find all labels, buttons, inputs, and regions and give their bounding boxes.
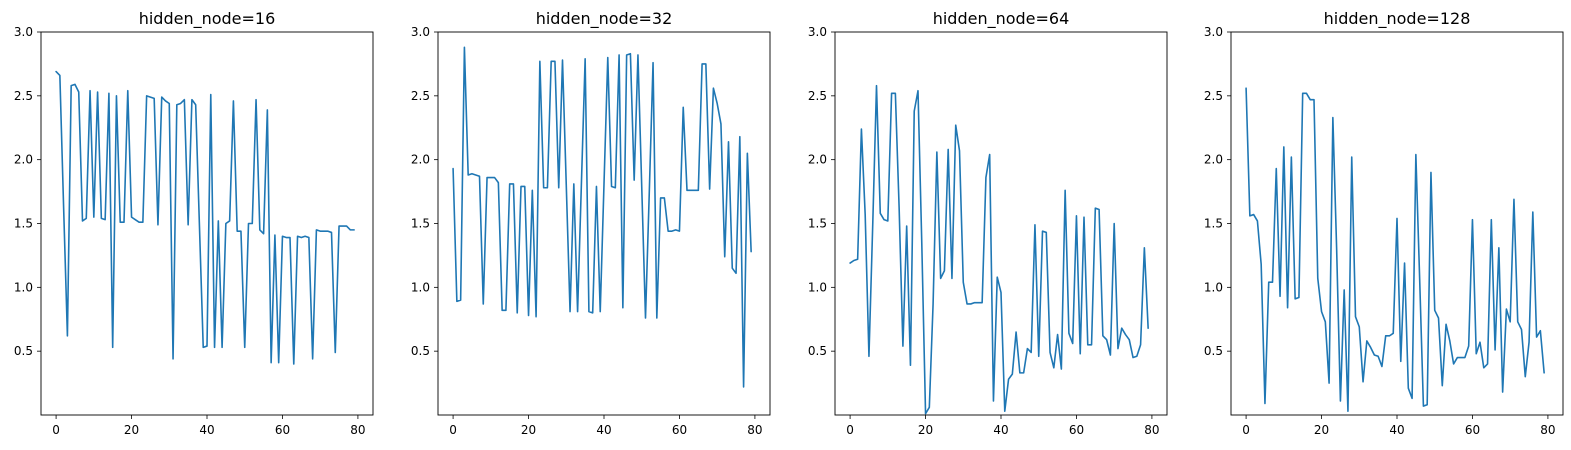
x-tick-label: 80 [1540,423,1555,437]
y-tick-label: 2.5 [411,89,430,103]
y-tick-label: 3.0 [411,25,430,39]
subplot-3: hidden_node=64 0 20 40 60 80 0.5 1.0 1.5 2.0 2.5 3.… [808,9,1168,437]
x-tick-label: 20 [1314,423,1329,437]
y-tick-label: 3.0 [1204,25,1223,39]
y-tick-label: 3.0 [14,25,33,39]
y-tick-label: 0.5 [411,344,430,358]
y-tick-label: 2.5 [14,89,33,103]
subplot-1: hidden_node=16 0 20 40 60 80 0.5 1.0 1.5 2.0 2.5 3.… [14,9,374,437]
x-tick-label: 20 [521,423,536,437]
y-tick-label: 1.5 [1204,217,1223,231]
y-tick-label: 2.0 [411,153,430,167]
y-tick-label: 1.0 [808,280,827,294]
series-line [1245,87,1545,412]
axes-frame [40,31,374,416]
y-tick-label: 3.0 [808,25,827,39]
x-tick-label: 0 [52,423,60,437]
x-tick-label: 0 [846,423,854,437]
y-tick-label: 2.0 [1204,153,1223,167]
x-tick-label: 80 [350,423,365,437]
x-tick-label: 60 [672,423,687,437]
x-tick-label: 20 [124,423,139,437]
subplot-title: hidden_node=16 [139,9,276,29]
axes-frame [834,31,1168,416]
subplot-title: hidden_node=32 [536,9,673,29]
y-tick-label: 1.5 [808,217,827,231]
y-tick-label: 0.5 [14,344,33,358]
subplot-title: hidden_node=64 [933,9,1070,29]
x-tick-label: 60 [1465,423,1480,437]
x-tick-label: 0 [1242,423,1250,437]
x-tick-label: 40 [596,423,611,437]
axes-frame [437,31,771,416]
series-line [849,84,1149,415]
subplot-2: hidden_node=32 0 20 40 60 80 0.5 1.0 1.5 2.0 2.5 3.… [411,9,771,437]
x-tick-label: 60 [1069,423,1084,437]
x-tick-label: 60 [275,423,290,437]
y-tick-label: 1.0 [14,280,33,294]
x-tick-label: 40 [1389,423,1404,437]
subplot-title: hidden_node=128 [1324,9,1471,29]
x-tick-label: 40 [993,423,1008,437]
y-tick-label: 1.5 [14,217,33,231]
y-tick-label: 0.5 [808,344,827,358]
x-tick-label: 20 [918,423,933,437]
x-tick-label: 80 [747,423,762,437]
subplot-4: hidden_node=128 0 20 40 60 80 0.5 1.0 1.5 2.0 2.5 3… [1204,9,1564,437]
y-tick-label: 1.0 [411,280,430,294]
series-line [452,46,752,388]
y-tick-label: 2.5 [808,89,827,103]
series-line [55,70,355,365]
y-tick-label: 0.5 [1204,344,1223,358]
y-tick-label: 1.0 [1204,280,1223,294]
y-tick-label: 2.0 [14,153,33,167]
x-tick-label: 0 [449,423,457,437]
y-tick-label: 2.5 [1204,89,1223,103]
x-tick-label: 80 [1144,423,1159,437]
x-tick-label: 40 [199,423,214,437]
y-tick-label: 2.0 [808,153,827,167]
y-tick-label: 1.5 [411,217,430,231]
